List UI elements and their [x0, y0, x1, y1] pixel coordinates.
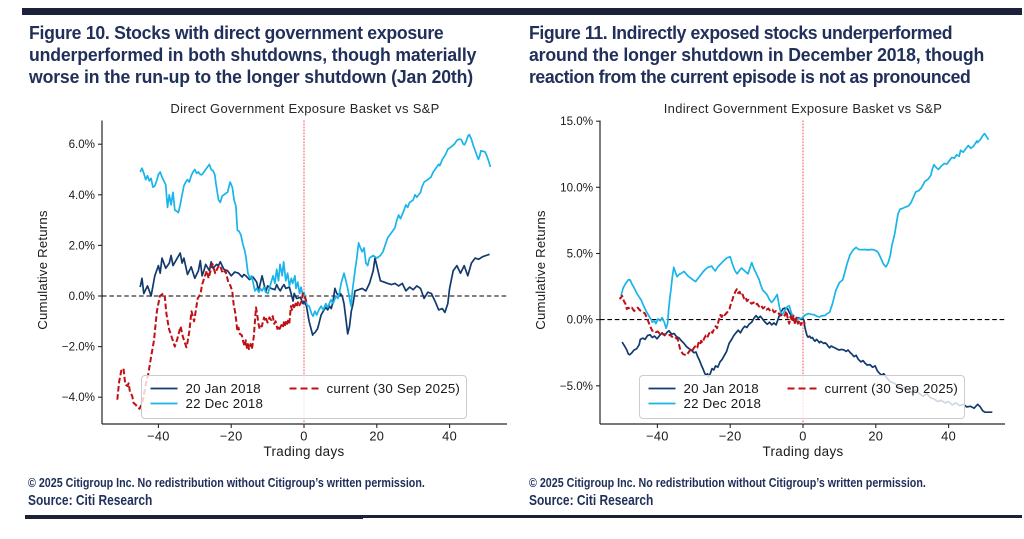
svg-text:Cumulative Returns: Cumulative Returns [533, 210, 548, 330]
svg-text:−20: −20 [719, 429, 742, 444]
svg-text:−40: −40 [646, 429, 669, 444]
svg-text:5.0%: 5.0% [567, 248, 593, 261]
svg-text:current (30 Sep 2025): current (30 Sep 2025) [327, 381, 461, 396]
svg-text:Direct Government Exposure Bas: Direct Government Exposure Basket vs S&P [170, 101, 439, 116]
svg-text:2.0%: 2.0% [69, 239, 95, 252]
svg-text:10.0%: 10.0% [560, 181, 593, 194]
svg-text:−40: −40 [147, 429, 170, 444]
svg-text:−20: −20 [220, 429, 243, 444]
svg-text:6.0%: 6.0% [69, 138, 95, 151]
svg-text:Trading days: Trading days [263, 444, 344, 459]
svg-text:0.0%: 0.0% [69, 290, 95, 303]
svg-text:0: 0 [300, 429, 307, 444]
svg-text:Trading days: Trading days [762, 444, 843, 459]
svg-text:20: 20 [868, 429, 883, 444]
svg-text:−4.0%: −4.0% [62, 391, 95, 404]
svg-text:22 Dec 2018: 22 Dec 2018 [684, 396, 762, 411]
svg-text:Cumulative Returns: Cumulative Returns [35, 210, 50, 330]
svg-text:−2.0%: −2.0% [62, 341, 95, 354]
svg-text:15.0%: 15.0% [560, 115, 593, 128]
svg-text:40: 40 [442, 429, 457, 444]
svg-text:0: 0 [799, 429, 806, 444]
svg-text:Indirect Government Exposure B: Indirect Government Exposure Basket vs S… [664, 101, 943, 116]
svg-text:current (30 Sep 2025): current (30 Sep 2025) [825, 381, 959, 396]
svg-text:−5.0%: −5.0% [560, 380, 593, 393]
svg-text:4.0%: 4.0% [69, 189, 95, 202]
svg-text:0.0%: 0.0% [567, 314, 593, 327]
svg-text:20: 20 [369, 429, 384, 444]
svg-text:20 Jan 2018: 20 Jan 2018 [684, 381, 759, 396]
svg-text:22 Dec 2018: 22 Dec 2018 [186, 396, 264, 411]
svg-text:20 Jan 2018: 20 Jan 2018 [186, 381, 261, 396]
svg-text:40: 40 [941, 429, 956, 444]
